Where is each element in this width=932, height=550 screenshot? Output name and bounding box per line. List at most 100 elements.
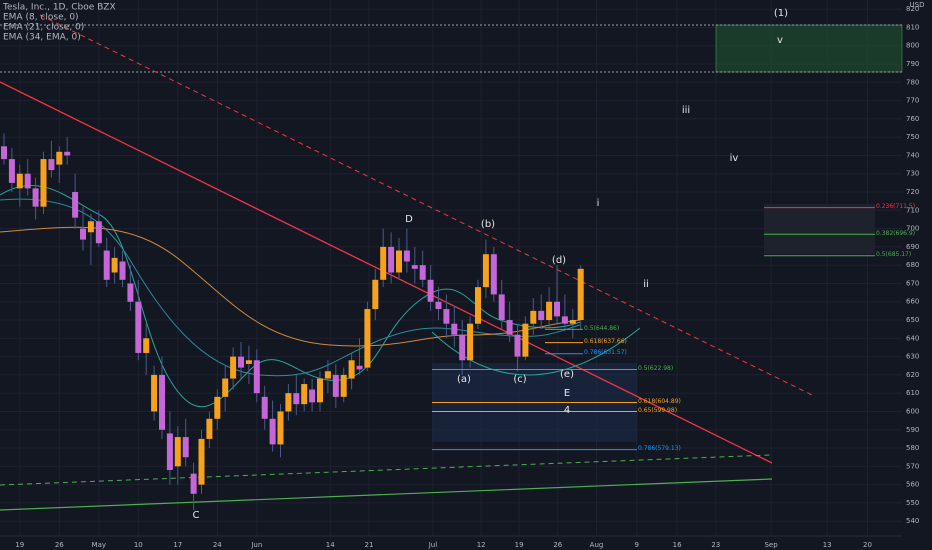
candle-body [443,309,450,324]
y-tick-label: 770 [906,97,919,105]
wave-label: v [777,35,783,46]
candle-body [40,159,47,207]
x-tick-label: 26 [55,541,64,549]
x-tick-label: 19 [515,541,524,549]
y-tick-label: 690 [906,243,919,251]
x-tick-label: 12 [477,541,486,549]
candle-body [119,261,126,280]
y-tick-label: 610 [906,389,919,397]
candle-body [80,228,86,240]
x-tick-label: 9 [635,541,639,549]
x-tick-label: 13 [823,541,832,549]
candle-body [522,323,529,357]
y-tick-label: 560 [906,481,919,489]
wave-label: iv [730,153,739,164]
ema-line [0,226,581,347]
y-tick-label: 600 [906,407,919,415]
candle-body [435,301,442,310]
candle-body [238,356,244,368]
candle-body [332,374,339,397]
x-tick-label: Aug [590,541,604,549]
y-tick-label: 570 [906,462,919,470]
candle-body [111,257,118,273]
candle-body [380,246,387,280]
candle-body [198,438,205,485]
candle-body [554,301,560,317]
candle-body [546,301,553,321]
candle-body [206,418,213,439]
candle-body [48,159,55,171]
candle-body [24,173,31,189]
wave-label: iii [682,105,690,116]
y-tick-label: 630 [906,353,919,361]
candle-body [467,323,474,361]
ema-line [0,198,581,377]
wave-label: ii [643,279,649,290]
wave-labels: (1) v iii iv i ii D (b) (d) (a) (c) (e) … [193,8,789,521]
x-tick-label: Jul [428,541,438,549]
candle-body [8,159,15,183]
y-tick-label: 540 [906,517,919,525]
candle-body [317,378,323,403]
candle-body [95,221,102,244]
currency: USD [910,1,925,9]
candle-body [459,334,466,361]
candle-body [506,320,513,335]
candle-body [174,437,181,467]
wave-label: D [405,214,413,225]
x-tick-label: 23 [711,541,720,549]
candle-body [135,301,142,353]
candle-body [56,151,63,165]
legend-entry: EMA (34, EMA, 0) [3,33,81,43]
fib-label: 0.786(579.13) [638,445,681,452]
x-tick-label: 24 [213,541,222,549]
candle-body [475,287,481,324]
fib-label: 0.786(631.57) [584,349,627,356]
candle-body [214,396,221,419]
y-tick-label: 750 [906,133,919,141]
y-tick-label: 590 [906,426,919,434]
candle-body [577,268,584,321]
x-tick-label: 17 [173,541,182,549]
y-tick-label: 700 [906,225,919,233]
wave-label: (a) [457,374,471,385]
y-tick-label: 710 [906,206,919,214]
candle-body [419,265,426,280]
trend-line [0,454,771,486]
wave-label: (1) [774,8,788,19]
candle-body [364,309,371,368]
candle-body [538,310,545,321]
candle-body [490,254,497,295]
candle-body [103,250,110,280]
candle-body [482,254,489,288]
legend-entry: EMA (8, close, 0) [3,13,79,23]
x-tick-label: 20 [863,541,872,549]
fib-box [764,204,875,254]
x-tick-label: 26 [553,541,562,549]
candle-body [245,360,252,364]
wave-label: C [193,510,200,521]
y-tick-label: 760 [906,115,919,123]
candle-body [403,250,410,262]
candle-body [143,338,150,353]
x-tick-label: 14 [326,541,335,549]
wave-label: E [564,388,570,399]
candle-body [324,371,331,379]
y-tick-label: 580 [906,444,919,452]
candle-body [309,389,316,403]
candle-body [127,283,134,302]
candle-body [530,310,537,324]
y-tick-label: 780 [906,78,919,86]
candle-body [411,265,418,269]
candle-body [253,360,260,394]
candles [1,133,584,511]
y-tick-label: 790 [906,60,919,68]
candle-body [230,356,237,379]
annotations: 0.5(644.86) 0.618(637.66) 0.786(631.57) 0.5… [432,203,915,452]
candle-body [514,334,521,357]
x-tick-label: Jun [250,541,262,549]
candle-body [451,323,458,335]
candle-body [261,396,268,419]
fib-label: 0.5(622.98) [638,365,673,372]
